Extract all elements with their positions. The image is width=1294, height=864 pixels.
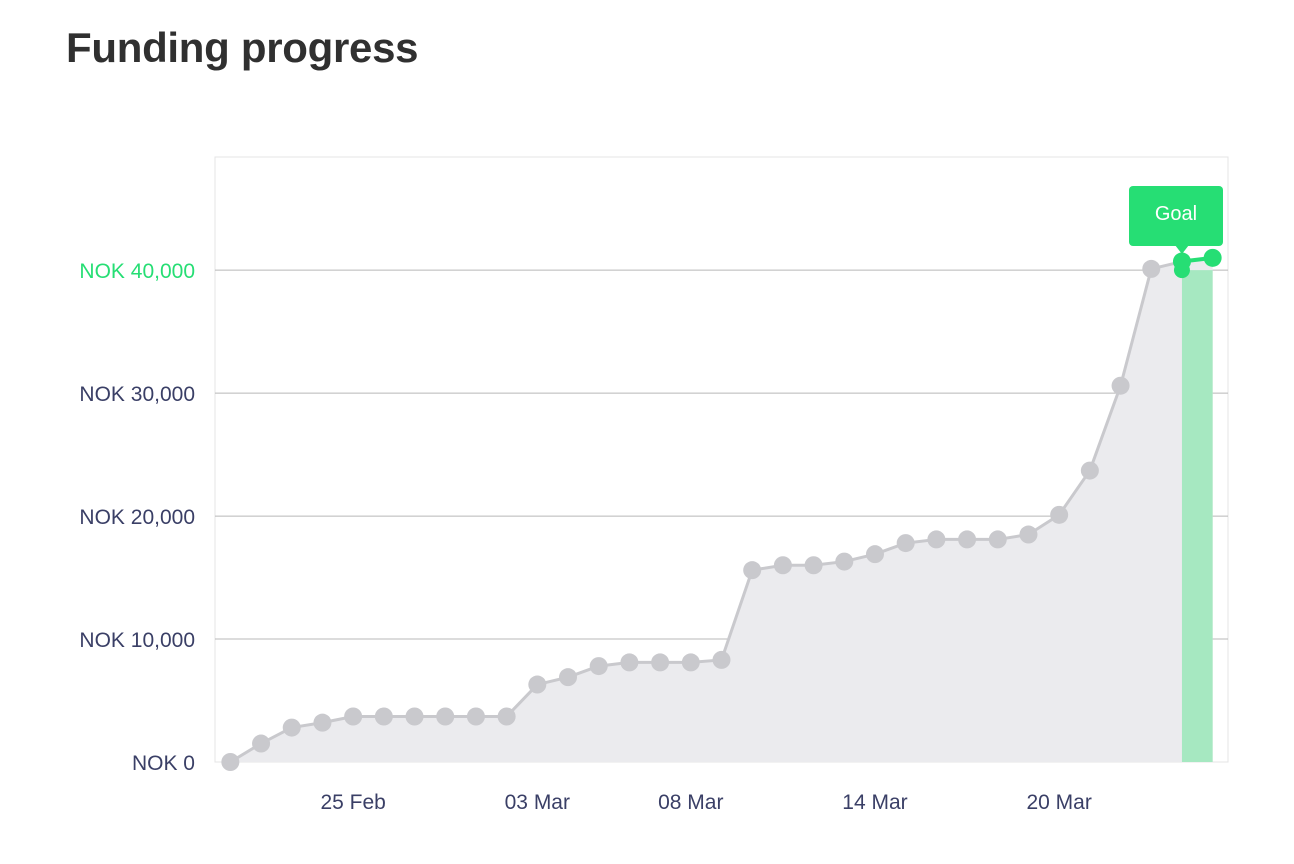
data-point xyxy=(344,707,363,726)
data-point xyxy=(896,534,915,553)
data-point xyxy=(835,552,854,571)
data-point xyxy=(804,556,823,575)
data-point xyxy=(958,530,977,549)
data-point xyxy=(773,556,792,575)
data-point xyxy=(466,707,485,726)
data-point xyxy=(313,713,332,732)
goal-marker: Goal xyxy=(1129,186,1223,254)
data-point xyxy=(1050,505,1069,524)
area-fill-layer xyxy=(230,257,1213,762)
y-tick-label: NOK 0 xyxy=(132,752,195,775)
data-point xyxy=(865,545,884,564)
data-point xyxy=(681,653,700,672)
data-point xyxy=(651,653,670,672)
data-point xyxy=(374,707,393,726)
data-point xyxy=(1203,248,1222,267)
data-point xyxy=(528,675,547,694)
x-axis-ticks: 25 Feb 03 Mar 08 Mar 14 Mar 20 Mar xyxy=(320,791,1091,814)
x-tick-label: 20 Mar xyxy=(1026,791,1091,814)
data-point xyxy=(282,718,301,737)
y-tick-label: NOK 10,000 xyxy=(79,629,195,652)
y-axis-ticks: NOK 0 NOK 10,000 NOK 20,000 NOK 30,000 NOK 4… xyxy=(79,260,195,775)
area-fill xyxy=(230,257,1213,762)
data-point xyxy=(712,650,731,669)
data-point xyxy=(743,561,762,580)
goal-band xyxy=(1181,270,1213,762)
data-point xyxy=(221,753,240,771)
data-point xyxy=(589,657,608,676)
data-point xyxy=(927,530,946,549)
goal-crossing-point xyxy=(1173,262,1190,279)
goal-band-layer xyxy=(1181,270,1213,762)
goal-tooltip-pointer xyxy=(1174,245,1189,254)
data-point xyxy=(1019,525,1038,544)
y-tick-label: NOK 30,000 xyxy=(79,383,195,406)
data-point xyxy=(559,668,578,687)
data-point xyxy=(1080,461,1099,480)
data-point xyxy=(497,707,516,726)
series-points-layer xyxy=(221,248,1222,771)
x-tick-label: 14 Mar xyxy=(842,791,907,814)
y-tick-label: NOK 40,000 xyxy=(79,260,195,283)
data-point xyxy=(405,707,424,726)
data-point xyxy=(252,734,271,753)
data-point xyxy=(436,707,455,726)
data-point xyxy=(1111,376,1130,395)
data-point xyxy=(988,530,1007,549)
goal-tooltip-label: Goal xyxy=(1155,203,1197,225)
x-tick-label: 03 Mar xyxy=(505,791,570,814)
y-tick-label: NOK 20,000 xyxy=(79,506,195,529)
goal-tooltip-box xyxy=(1129,186,1223,246)
data-point xyxy=(1142,259,1161,278)
x-tick-label: 08 Mar xyxy=(658,791,723,814)
x-tick-label: 25 Feb xyxy=(320,791,385,814)
data-point xyxy=(620,653,639,672)
page-title: Funding progress xyxy=(66,24,419,71)
